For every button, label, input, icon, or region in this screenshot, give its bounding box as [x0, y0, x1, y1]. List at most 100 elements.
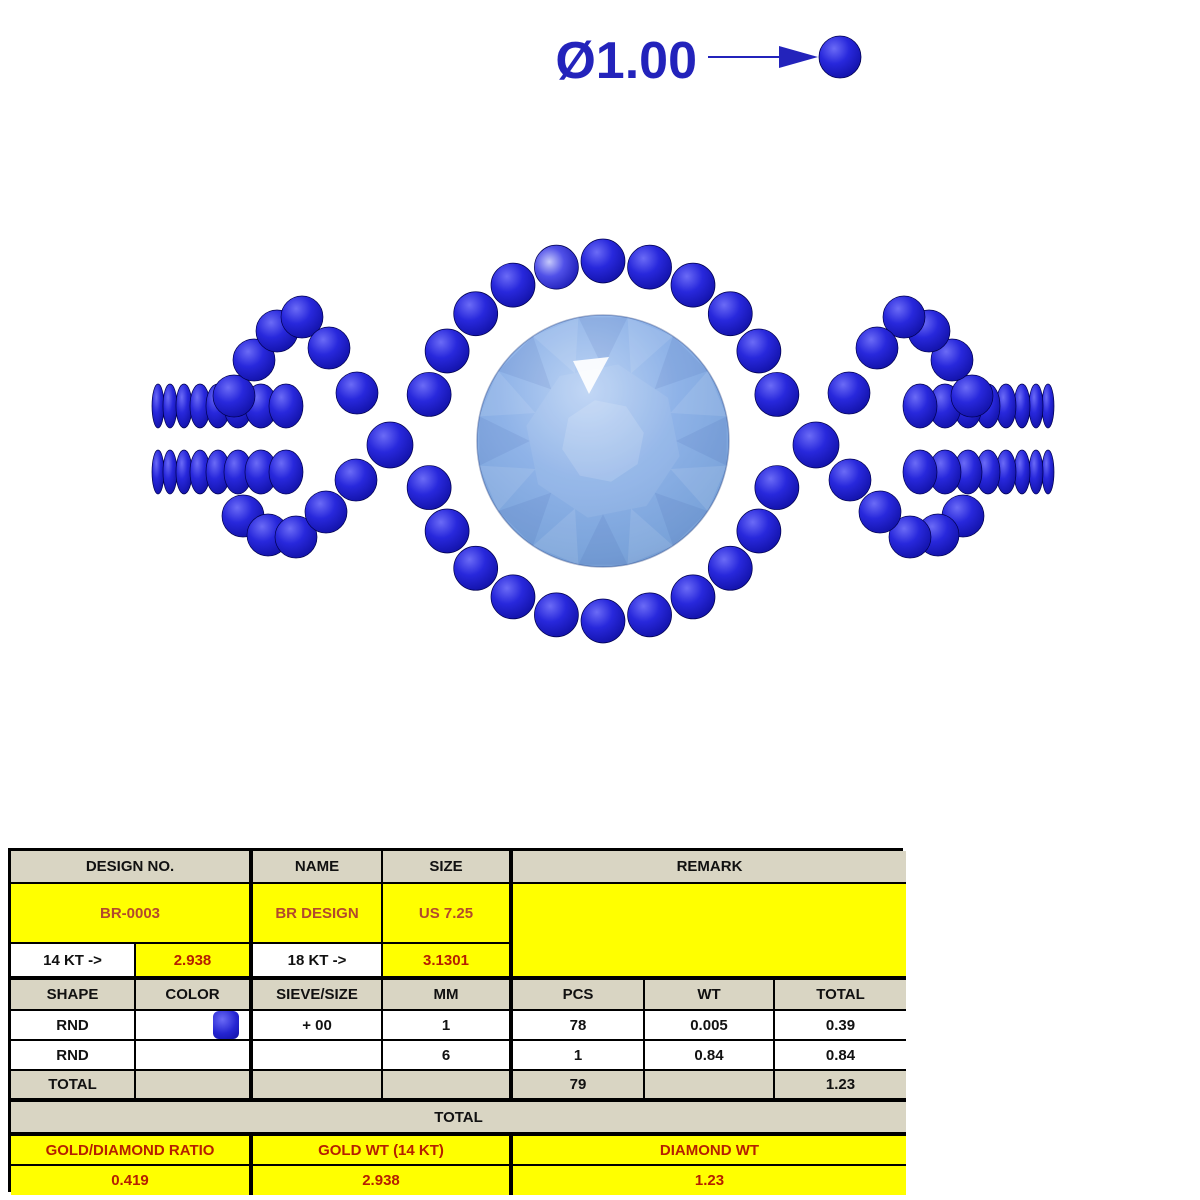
stones-total-total: 1.23 — [775, 1071, 906, 1102]
cluster-stone — [212, 374, 256, 418]
center-stone-facet — [654, 492, 708, 546]
stone-row-total: 0.39 — [775, 1011, 906, 1041]
stone-row-total: 0.84 — [775, 1041, 906, 1071]
design-no-header: DESIGN NO. — [11, 851, 253, 884]
stone-row-sieve: + 00 — [253, 1011, 383, 1041]
center-stone-facet — [670, 370, 727, 417]
cluster-stone — [828, 458, 872, 502]
stones-total-color — [136, 1071, 253, 1102]
halo-stone — [736, 328, 782, 374]
cluster-stone — [930, 338, 974, 382]
total-banner: TOTAL — [11, 1102, 906, 1136]
cluster-stone — [334, 458, 378, 502]
halo-stone — [534, 244, 579, 290]
halo-stone — [453, 545, 499, 591]
blue-stone-icon — [213, 1011, 239, 1039]
col-header-shape: SHAPE — [11, 980, 136, 1011]
halo-stone — [580, 238, 626, 284]
center-stone-crown — [526, 364, 680, 518]
center-stone-facet — [670, 465, 727, 512]
cluster-stone — [882, 295, 926, 339]
band-stone — [151, 383, 165, 429]
diamond-wt-value: 1.23 — [513, 1166, 906, 1195]
halo-stone — [580, 598, 626, 644]
dimension-label: Ø1.00 — [555, 32, 697, 90]
halo-stone — [707, 545, 753, 591]
center-stone-facet — [479, 370, 536, 417]
center-stone-facet — [578, 514, 628, 565]
cluster-stone — [274, 515, 318, 559]
halo-stone — [490, 574, 536, 620]
stone-layout — [151, 238, 1055, 644]
stones-total-sieve — [253, 1071, 383, 1102]
band-stone — [162, 449, 178, 495]
remark-value — [513, 884, 906, 980]
sample-stone — [818, 35, 862, 79]
center-stone-facet — [532, 508, 579, 565]
halo-stone — [627, 244, 672, 290]
halo-stone — [736, 508, 782, 554]
cluster-stone — [335, 371, 379, 415]
stones-total-mm — [383, 1071, 513, 1102]
col-header-pcs: PCS — [513, 980, 645, 1011]
band-stone — [1028, 449, 1044, 495]
center-stone-facet — [676, 416, 727, 466]
band-stone — [1041, 383, 1055, 429]
halo-stone — [534, 592, 579, 638]
band-stone — [1028, 383, 1044, 429]
name-header: NAME — [253, 851, 383, 884]
band-stone — [268, 449, 304, 495]
halo-stone — [453, 291, 499, 337]
stone-row-wt: 0.005 — [645, 1011, 775, 1041]
halo-stone — [707, 291, 753, 337]
cluster-stone — [304, 490, 348, 534]
center-stone-facet — [578, 317, 628, 368]
center-stone-facet — [479, 416, 530, 466]
cluster-stone — [232, 338, 276, 382]
spec-table: DESIGN NO. NAME SIZE REMARK BR-0003 BR D… — [8, 848, 906, 1195]
band-stone — [902, 449, 938, 495]
stone-row-color — [136, 1011, 253, 1041]
stones-total-label: TOTAL — [11, 1071, 136, 1102]
halo-stone — [406, 372, 452, 417]
stone-row-mm: 6 — [383, 1041, 513, 1071]
col-header-mm: MM — [383, 980, 513, 1011]
col-header-wt: WT — [645, 980, 775, 1011]
center-stone-facet — [498, 336, 552, 390]
size-header: SIZE — [383, 851, 513, 884]
ratio-label: GOLD/DIAMOND RATIO — [11, 1136, 253, 1166]
band-stone — [902, 383, 938, 429]
band-stone — [162, 383, 178, 429]
center-stone-table — [562, 400, 644, 482]
center-stone-glint — [573, 357, 609, 394]
cluster-stone — [307, 326, 351, 370]
band-stone — [268, 383, 304, 429]
stone-row-mm: 1 — [383, 1011, 513, 1041]
cluster-stone — [950, 374, 994, 418]
halo-stone — [754, 372, 800, 417]
halo-stone — [670, 574, 716, 620]
stones-total-wt — [645, 1071, 775, 1102]
halo-stone — [424, 328, 470, 374]
halo-stone — [424, 508, 470, 554]
col-header-sieve: SIEVE/SIZE — [253, 980, 383, 1011]
stone-row-pcs: 78 — [513, 1011, 645, 1041]
leader-arrowhead-icon — [779, 46, 818, 68]
band-stone — [1041, 449, 1055, 495]
stone-row-color — [136, 1041, 253, 1071]
col-header-total: TOTAL — [775, 980, 906, 1011]
stone-row-sieve — [253, 1041, 383, 1071]
center-stone-facet — [532, 317, 579, 374]
junction-stone — [366, 421, 414, 469]
center-stone-facet — [627, 508, 674, 565]
cluster-stone — [855, 326, 899, 370]
diamond-wt-label: DIAMOND WT — [513, 1136, 906, 1166]
ratio-value: 0.419 — [11, 1166, 253, 1195]
center-stone-facet — [479, 465, 536, 512]
band-stone — [175, 449, 193, 495]
name-value: BR DESIGN — [253, 884, 383, 944]
cluster-stone — [888, 515, 932, 559]
kt18-value: 3.1301 — [383, 944, 513, 980]
band-stone — [151, 449, 165, 495]
